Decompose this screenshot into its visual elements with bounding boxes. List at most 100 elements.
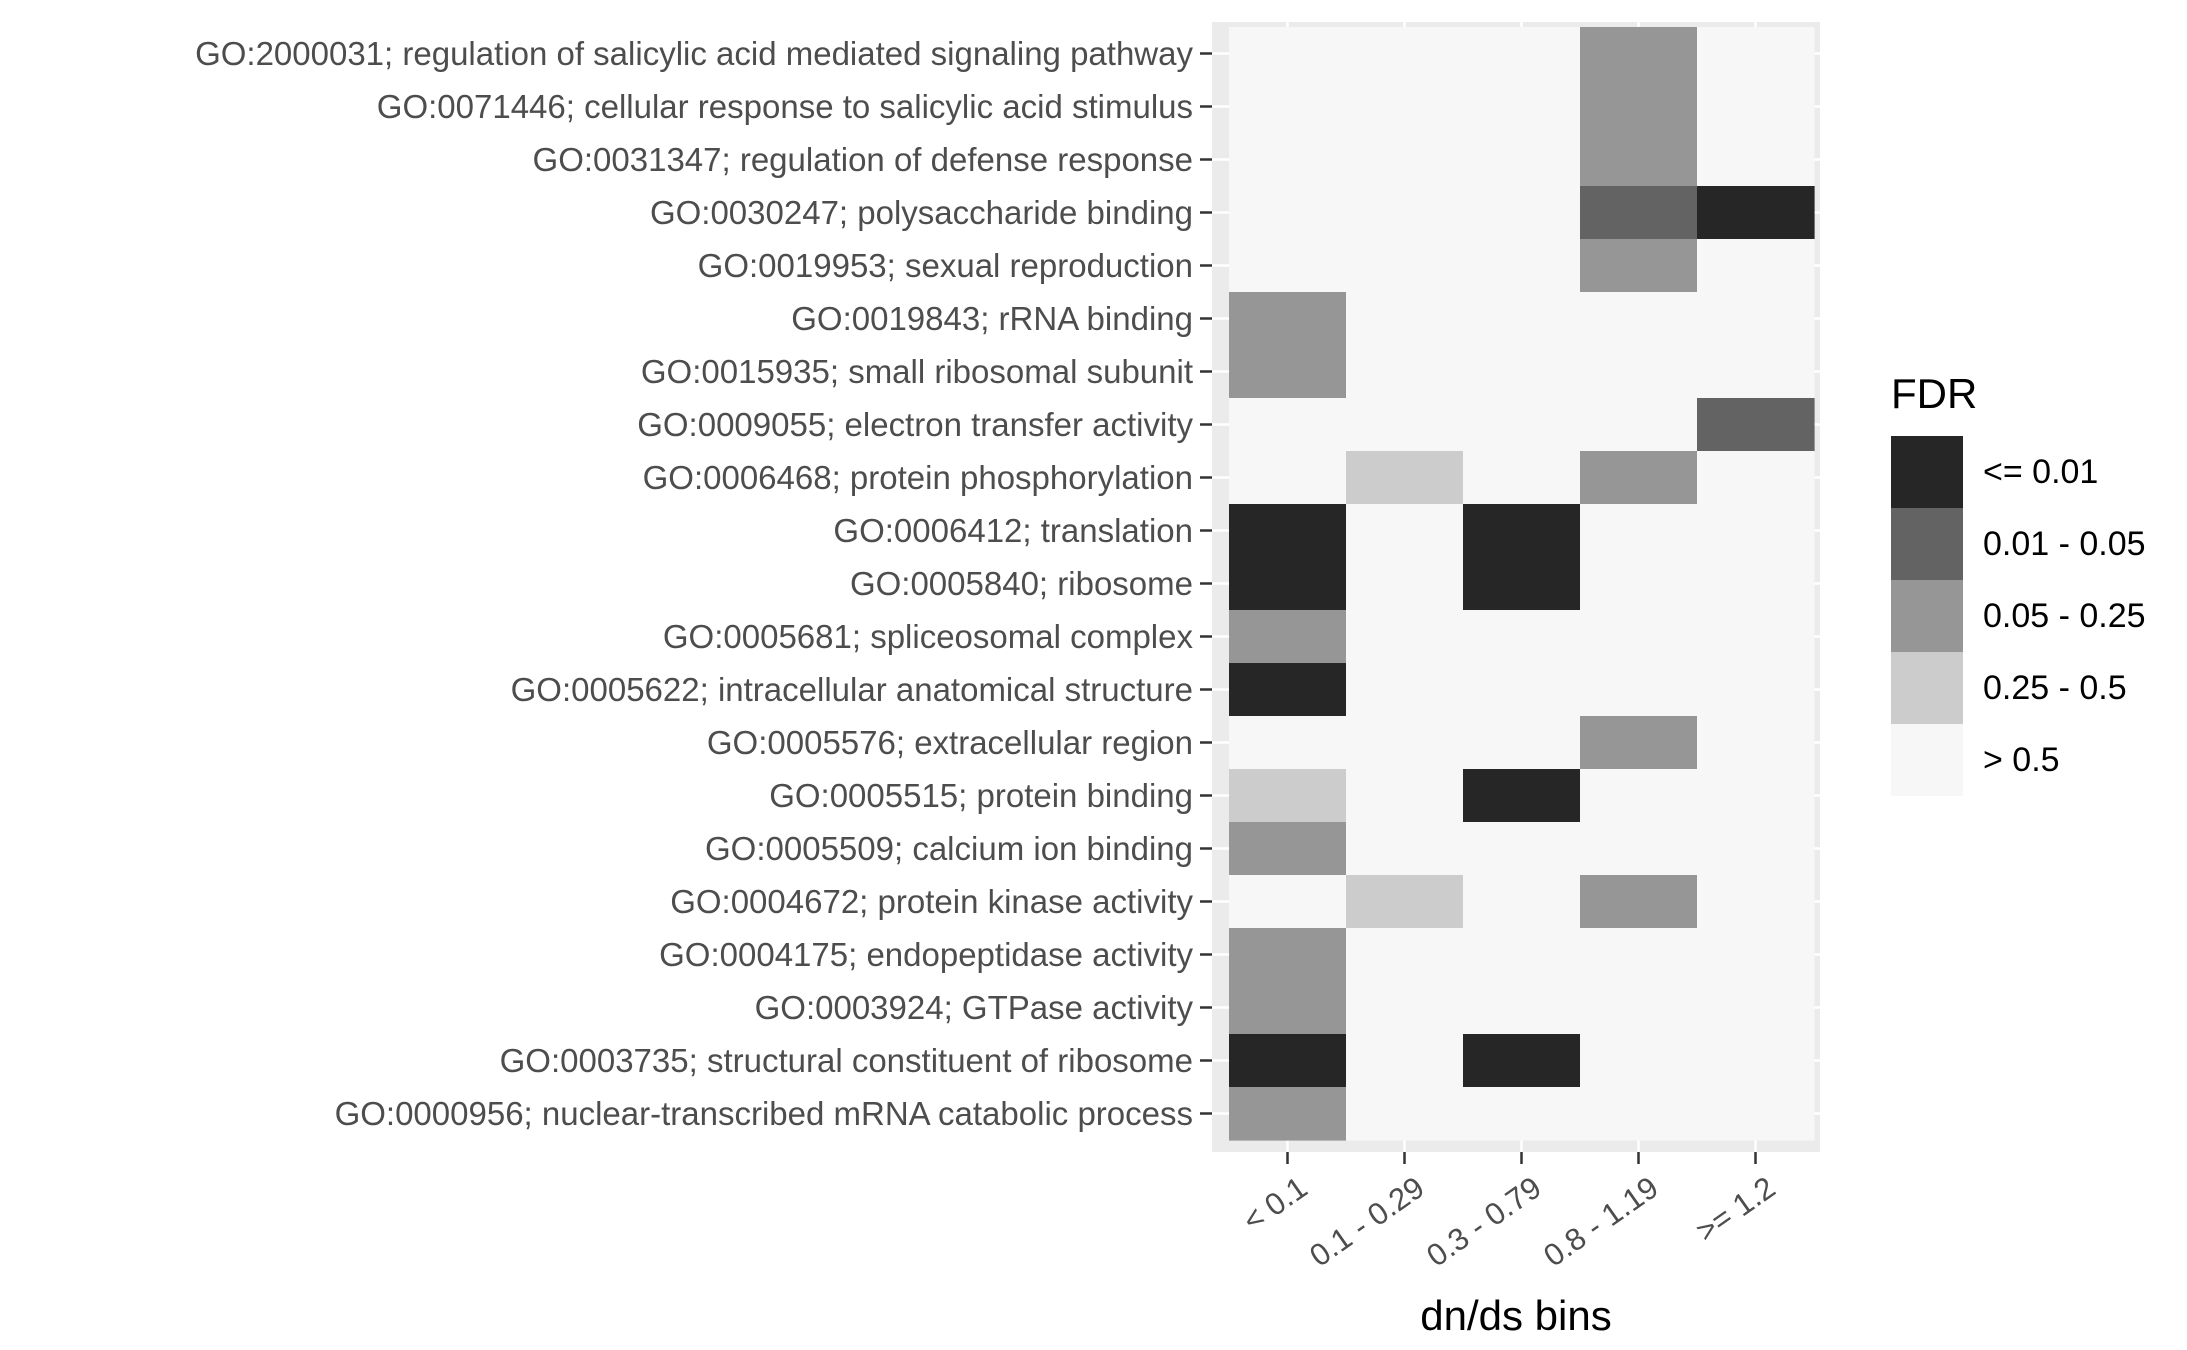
heatmap-cell bbox=[1229, 80, 1347, 134]
heatmap-cell bbox=[1463, 875, 1581, 929]
legend-key bbox=[1891, 580, 1963, 652]
heatmap-cell bbox=[1346, 186, 1464, 240]
y-tick-label: GO:2000031; regulation of salicylic acid… bbox=[195, 35, 1193, 72]
heatmap-cell bbox=[1346, 1034, 1464, 1088]
heatmap-cell bbox=[1346, 345, 1464, 399]
heatmap-cell bbox=[1580, 1087, 1698, 1141]
legend-label: > 0.5 bbox=[1983, 741, 2060, 779]
heatmap-cell bbox=[1697, 239, 1815, 293]
y-tick-label: GO:0003735; structural constituent of ri… bbox=[500, 1042, 1193, 1079]
y-tick-label: GO:0004672; protein kinase activity bbox=[670, 883, 1193, 920]
heatmap-cell bbox=[1346, 504, 1464, 558]
y-tick-label: GO:0004175; endopeptidase activity bbox=[659, 936, 1193, 973]
heatmap-cell bbox=[1346, 822, 1464, 876]
heatmap-cell bbox=[1463, 981, 1581, 1035]
heatmap-cell bbox=[1346, 557, 1464, 611]
y-tick-label: GO:0003924; GTPase activity bbox=[755, 989, 1194, 1026]
heatmap-cell bbox=[1346, 239, 1464, 293]
heatmap-cell bbox=[1697, 928, 1815, 982]
heatmap-cell bbox=[1697, 504, 1815, 558]
heatmap-cell bbox=[1697, 451, 1815, 505]
heatmap-cell bbox=[1346, 663, 1464, 717]
heatmap-cell bbox=[1580, 504, 1698, 558]
heatmap-cell bbox=[1580, 822, 1698, 876]
heatmap-cell bbox=[1346, 716, 1464, 770]
legend-label: 0.25 - 0.5 bbox=[1983, 669, 2127, 707]
heatmap-cell bbox=[1580, 1034, 1698, 1088]
heatmap-cell bbox=[1346, 769, 1464, 823]
heatmap-cell bbox=[1697, 716, 1815, 770]
y-tick-label: GO:0019843; rRNA binding bbox=[791, 300, 1193, 337]
heatmap-cell bbox=[1229, 451, 1347, 505]
heatmap-cell bbox=[1229, 504, 1347, 558]
heatmap-cell bbox=[1697, 822, 1815, 876]
heatmap-cell bbox=[1697, 27, 1815, 81]
heatmap-cell bbox=[1229, 27, 1347, 81]
heatmap-cell bbox=[1346, 451, 1464, 505]
heatmap-cell bbox=[1697, 398, 1815, 452]
heatmap-cell bbox=[1346, 981, 1464, 1035]
heatmap-cell bbox=[1697, 186, 1815, 240]
heatmap-cell bbox=[1463, 345, 1581, 399]
legend: FDR <= 0.01 0.01 - 0.05 0.05 - 0.25 0.25 - … bbox=[1891, 370, 2146, 796]
heatmap-cell bbox=[1580, 186, 1698, 240]
heatmap-cell bbox=[1463, 1087, 1581, 1141]
y-tick-label: GO:0005576; extracellular region bbox=[707, 724, 1193, 761]
heatmap-cell bbox=[1463, 27, 1581, 81]
x-tick-label: >= 1.2 bbox=[1689, 1170, 1781, 1249]
heatmap-cell bbox=[1346, 133, 1464, 187]
heatmap-cell bbox=[1580, 27, 1698, 81]
heatmap-cell bbox=[1463, 504, 1581, 558]
heatmap-cell bbox=[1697, 610, 1815, 664]
heatmap-cell bbox=[1229, 981, 1347, 1035]
heatmap-cell bbox=[1697, 292, 1815, 346]
heatmap-cell bbox=[1463, 716, 1581, 770]
heatmap-cell bbox=[1346, 928, 1464, 982]
legend-key bbox=[1891, 436, 1963, 508]
heatmap-cell bbox=[1229, 398, 1347, 452]
heatmap-cell bbox=[1229, 557, 1347, 611]
y-tick-label: GO:0015935; small ribosomal subunit bbox=[641, 353, 1193, 390]
heatmap-cell bbox=[1229, 1087, 1347, 1141]
y-tick-label: GO:0005840; ribosome bbox=[850, 565, 1193, 602]
heatmap-cell bbox=[1697, 345, 1815, 399]
heatmap-cell bbox=[1229, 186, 1347, 240]
heatmap-cell bbox=[1346, 292, 1464, 346]
heatmap-cell bbox=[1229, 292, 1347, 346]
heatmap-cell bbox=[1697, 80, 1815, 134]
heatmap-cell bbox=[1463, 80, 1581, 134]
y-tick-label: GO:0006468; protein phosphorylation bbox=[643, 459, 1193, 496]
heatmap-cell bbox=[1580, 663, 1698, 717]
heatmap-cell bbox=[1697, 663, 1815, 717]
x-tick-label: 0.1 - 0.29 bbox=[1303, 1170, 1430, 1274]
heatmap-cell bbox=[1580, 80, 1698, 134]
y-tick-label: GO:0000956; nuclear-transcribed mRNA cat… bbox=[335, 1095, 1193, 1132]
heatmap-cell bbox=[1463, 398, 1581, 452]
legend-key bbox=[1891, 652, 1963, 724]
heatmap-cell bbox=[1463, 133, 1581, 187]
heatmap-cell bbox=[1463, 769, 1581, 823]
heatmap-cell bbox=[1463, 928, 1581, 982]
heatmap-cell bbox=[1697, 769, 1815, 823]
heatmap-cell bbox=[1580, 769, 1698, 823]
legend-label: 0.01 - 0.05 bbox=[1983, 525, 2146, 563]
heatmap-cell bbox=[1463, 292, 1581, 346]
heatmap-cell bbox=[1229, 239, 1347, 293]
heatmap-cell bbox=[1697, 133, 1815, 187]
heatmap-cell bbox=[1463, 610, 1581, 664]
heatmap-cell bbox=[1580, 345, 1698, 399]
y-tick-label: GO:0019953; sexual reproduction bbox=[698, 247, 1193, 284]
x-tick-label: 0.3 - 0.79 bbox=[1420, 1170, 1547, 1274]
heatmap-cell bbox=[1463, 663, 1581, 717]
heatmap-cell bbox=[1697, 875, 1815, 929]
heatmap-cell bbox=[1697, 1034, 1815, 1088]
y-tick-label: GO:0009055; electron transfer activity bbox=[637, 406, 1193, 443]
heatmap-cell bbox=[1229, 133, 1347, 187]
heatmap-cell bbox=[1229, 345, 1347, 399]
y-tick-label: GO:0006412; translation bbox=[833, 512, 1193, 549]
y-tick-label: GO:0005515; protein binding bbox=[769, 777, 1193, 814]
y-tick-label: GO:0030247; polysaccharide binding bbox=[650, 194, 1193, 231]
x-tick-label: < 0.1 bbox=[1236, 1170, 1313, 1239]
heatmap-cell bbox=[1346, 27, 1464, 81]
